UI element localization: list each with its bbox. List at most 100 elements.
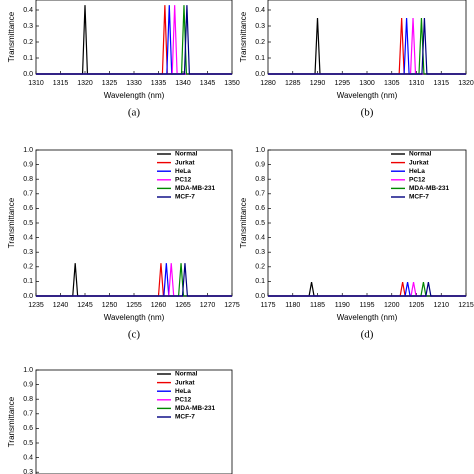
legend-label: MDA-MB-231 [409,185,449,192]
y-axis-label: Transmittance [7,11,16,62]
x-tick-label: 1250 [102,302,118,309]
y-tick-label: 1.0 [255,147,265,154]
legend-label: HeLa [175,168,191,175]
y-tick-label: 1.0 [23,367,33,374]
legend-label: Jurkat [175,379,195,386]
x-tick-label: 1210 [433,302,449,309]
x-axis-label: Wavelength (nm) [104,91,165,100]
x-tick-label: 1255 [126,302,142,309]
x-tick-label: 1340 [175,80,191,87]
y-tick-label: 0.5 [23,220,33,227]
caption: (d) [361,329,374,341]
x-tick-label: 1325 [102,80,118,87]
series-line [268,17,466,75]
x-tick-label: 1300 [359,80,375,87]
series-line [36,263,232,297]
x-tick-label: 1330 [126,80,142,87]
x-tick-label: 1305 [384,80,400,87]
x-axis-label: Wavelength (nm) [337,313,398,322]
x-tick-label: 1315 [433,80,449,87]
plot-frame [267,0,467,75]
y-tick-label: 0.0 [255,71,265,78]
series-line [268,17,466,75]
x-tick-label: 1185 [310,302,325,309]
y-tick-label: 0.9 [23,161,33,168]
y-tick-label: 0.5 [255,220,265,227]
x-tick-label: 1280 [260,80,276,87]
caption: (b) [361,107,374,119]
y-tick-label: 0.3 [23,23,33,30]
x-tick-label: 1310 [28,80,44,87]
series-line [36,5,232,75]
series-line [36,263,232,297]
series-line [36,263,232,297]
x-tick-label: 1275 [224,302,240,309]
y-tick-label: 0.7 [23,411,33,418]
x-tick-label: 1180 [285,302,300,309]
legend-label: Normal [175,371,198,378]
y-tick-label: 0.8 [23,176,33,183]
y-tick-label: 0.9 [23,381,33,388]
y-tick-label: 0.4 [255,7,265,14]
y-tick-label: 0.7 [23,191,33,198]
y-tick-label: 0.6 [255,205,265,212]
y-tick-label: 0.5 [23,440,33,447]
x-tick-label: 1200 [384,302,400,309]
x-tick-label: 1310 [409,80,425,87]
series-line [268,17,466,75]
y-axis-label: Transmittance [239,11,248,62]
y-tick-label: 0.0 [23,293,33,300]
series-line [36,5,232,75]
y-tick-label: 0.1 [255,55,265,62]
x-tick-label: 1345 [200,80,216,87]
series-line [36,5,232,75]
x-tick-label: 1235 [28,302,44,309]
y-axis-label: Transmittance [239,197,248,248]
series-line [36,5,232,75]
series-line [36,5,232,75]
series-line [268,17,466,75]
legend-label: MCF-7 [175,194,195,201]
x-tick-label: 1240 [53,302,69,309]
plot-frame [267,149,467,297]
caption: (a) [128,107,141,119]
y-tick-label: 0.2 [255,39,265,46]
x-tick-label: 1190 [335,302,350,309]
legend-label: MDA-MB-231 [175,185,215,192]
y-tick-label: 0.8 [23,396,33,403]
x-tick-label: 1175 [260,302,275,309]
y-tick-label: 0.6 [23,425,33,432]
y-tick-label: 0.6 [23,205,33,212]
series-line [36,263,232,297]
y-tick-label: 0.4 [23,234,33,241]
plot-frame [35,369,233,474]
caption: (c) [128,329,141,341]
x-tick-label: 1215 [458,302,474,309]
y-tick-label: 1.0 [23,147,33,154]
series-line [268,17,466,75]
y-tick-label: 0.1 [23,55,33,62]
x-tick-label: 1205 [409,302,425,309]
x-tick-label: 1295 [334,80,350,87]
x-tick-label: 1350 [224,80,240,87]
legend-label: PC12 [175,397,192,404]
legend-label: PC12 [409,177,426,184]
legend-label: MDA-MB-231 [175,405,215,412]
x-axis-label: Wavelength (nm) [337,91,398,100]
y-tick-label: 0.3 [255,23,265,30]
plot-frame [35,149,233,297]
y-tick-label: 0.2 [255,264,265,271]
y-tick-label: 0.3 [23,249,33,256]
y-tick-label: 0.1 [23,278,33,285]
legend-label: HeLa [409,168,425,175]
series-line [36,263,232,297]
x-axis-label: Wavelength (nm) [104,313,165,322]
legend-label: MCF-7 [409,194,429,201]
legend-label: Jurkat [175,159,195,166]
y-tick-label: 0.3 [23,469,33,474]
x-tick-label: 1320 [77,80,93,87]
x-tick-label: 1265 [175,302,191,309]
plot-frame [35,0,233,75]
legend-label: Normal [175,151,198,158]
series-line [268,282,466,297]
